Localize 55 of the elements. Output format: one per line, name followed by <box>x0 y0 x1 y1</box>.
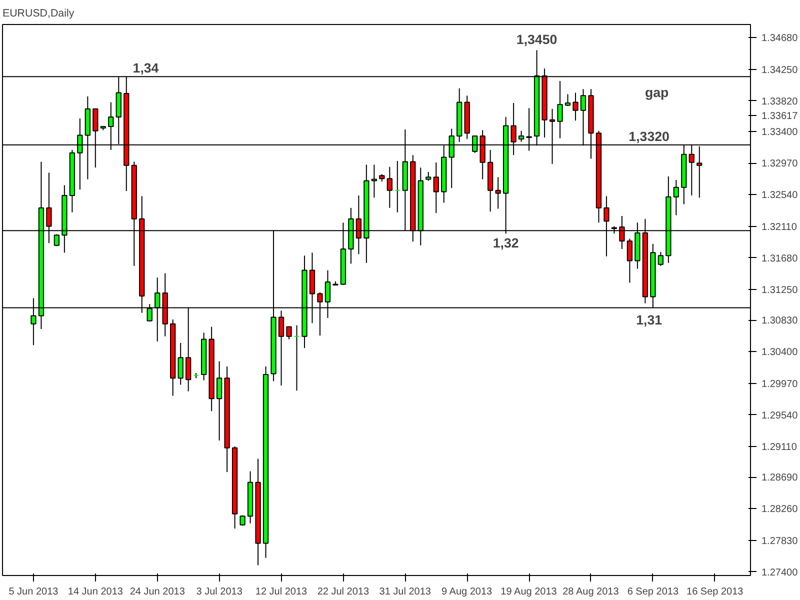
y-tick-label: 1.29110 <box>762 442 798 453</box>
candlestick <box>557 80 563 139</box>
chart-title: EURUSD,Daily <box>2 8 75 20</box>
x-tick-label: 16 Sep 2013 <box>686 586 744 598</box>
y-tick-label: 1.33820 <box>762 96 798 108</box>
x-tick-label: 5 Jun 2013 <box>8 586 59 598</box>
candlestick <box>278 310 284 386</box>
y-tick-label: 1.32110 <box>762 222 798 233</box>
annotation: gap <box>644 85 669 100</box>
y-tick-label: 1.30400 <box>762 347 798 358</box>
x-tick-label: 3 Jul 2013 <box>196 586 243 598</box>
candlestick <box>658 251 664 266</box>
y-tick-label: 1.31250 <box>762 284 798 296</box>
candlestick <box>564 94 571 106</box>
ref-line-label: 1,32 <box>492 236 519 251</box>
y-tick-label: 1.27400 <box>762 567 798 578</box>
y-tick-label: 1.33400 <box>762 127 798 138</box>
candlestick <box>518 130 524 142</box>
y-tick-label: 1.27830 <box>762 536 798 547</box>
ref-line-label: 1,34 <box>132 60 160 76</box>
y-tick-label: 1.33617 <box>762 111 798 122</box>
x-tick-label: 9 Aug 2013 <box>442 586 493 598</box>
y-tick-label: 1.28260 <box>762 504 798 516</box>
candlestick <box>386 166 392 208</box>
candlestick <box>626 238 633 284</box>
ref-line-label: 1,3320 <box>628 128 670 144</box>
x-tick-label: 19 Aug 2013 <box>500 586 558 598</box>
candlestick <box>371 164 377 198</box>
candlestick <box>572 92 578 122</box>
y-tick-label: 1.28690 <box>762 472 798 484</box>
x-tick-label: 14 Jun 2013 <box>68 586 124 598</box>
candlestick <box>178 342 184 386</box>
y-tick-label: 1.30830 <box>762 316 798 327</box>
y-tick-label: 1.29540 <box>762 410 798 422</box>
x-tick-label: 31 Jul 2013 <box>379 586 432 598</box>
y-tick-label: 1.29970 <box>762 378 798 390</box>
annotation: 1,3450 <box>516 32 558 48</box>
candlestick <box>673 180 679 216</box>
y-tick-label: 1.32540 <box>762 190 798 202</box>
ref-line-label: 1,31 <box>636 312 663 328</box>
candlestick <box>495 176 501 210</box>
candlestick <box>216 360 222 441</box>
candlestick <box>294 324 300 392</box>
candlestick <box>394 160 400 213</box>
y-tick-label: 1.31680 <box>762 253 798 264</box>
y-tick-label: 1.34250 <box>762 64 798 76</box>
candlestick <box>286 326 292 340</box>
candlestick <box>433 162 439 214</box>
x-tick-label: 24 Jun 2013 <box>130 586 186 598</box>
x-tick-label: 6 Sep 2013 <box>627 586 679 598</box>
x-tick-label: 22 Jul 2013 <box>317 586 370 598</box>
x-tick-label: 28 Aug 2013 <box>562 586 620 598</box>
y-tick-label: 1.34680 <box>762 33 798 44</box>
y-tick-label: 1.32970 <box>762 158 798 170</box>
x-tick-label: 12 Jul 2013 <box>255 586 308 598</box>
